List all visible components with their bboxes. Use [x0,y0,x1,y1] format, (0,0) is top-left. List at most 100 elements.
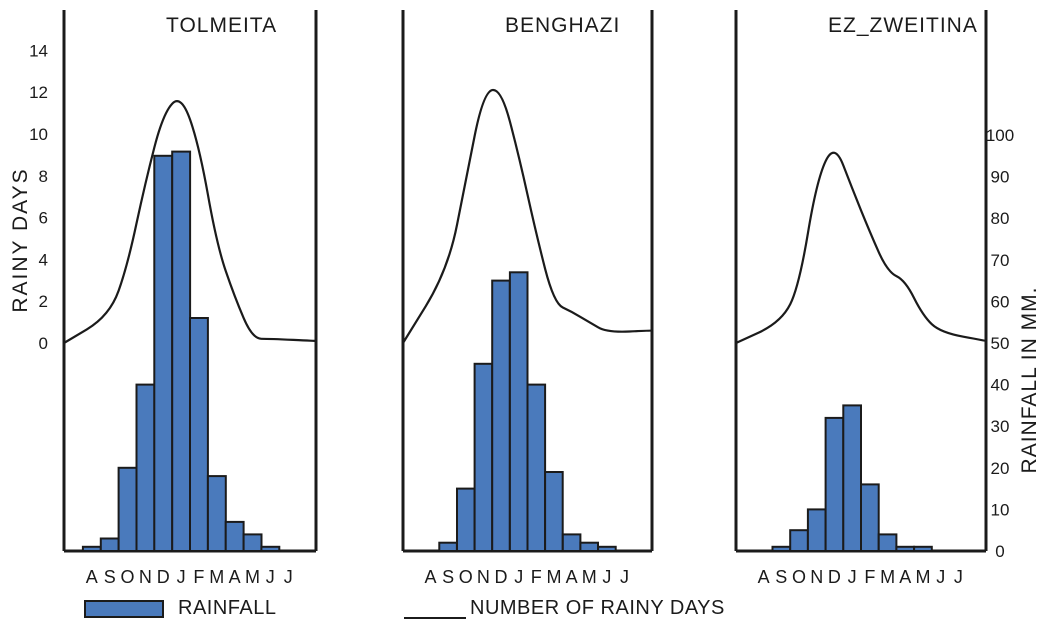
rainfall-bar [526,383,547,552]
month-label: M [547,567,562,587]
rainfall-bar [224,520,245,553]
month-label: A [86,567,98,587]
left-tick-label: 14 [29,41,48,60]
rainfall-bar [438,541,458,553]
right-tick-label: 20 [991,459,1010,478]
month-label: J [284,567,293,587]
right-tick-label: 90 [991,168,1010,187]
month-label: J [266,567,275,587]
right-tick-label: 100 [986,126,1014,145]
left-tick-label: 6 [39,209,48,228]
rainfall-bar [260,545,281,552]
rainfall-bar [491,279,511,552]
month-label: O [459,567,473,587]
rainfall-bar [806,508,827,552]
left-axis-label: RAINY DAYS [9,167,32,312]
rainfall-bar [135,383,156,552]
rainfall-bars [81,150,933,553]
rainfall-bar [597,545,617,552]
rainfall-bar [895,545,916,552]
right-tick-label: 50 [991,334,1010,353]
month-label: F [531,567,542,587]
right-tick-label: 70 [991,251,1010,270]
left-tick-label: 10 [29,125,48,144]
month-label: M [245,567,260,587]
rainfall-bar [824,416,845,552]
month-label: D [495,567,508,587]
month-label: O [120,567,134,587]
month-label: A [899,567,911,587]
month-label: S [775,567,787,587]
right-tick-label: 40 [991,376,1010,395]
month-label: J [602,567,611,587]
right-tick-label: 80 [991,209,1010,228]
left-tick-label: 12 [29,83,48,102]
month-label: N [477,567,490,587]
month-label: D [828,567,841,587]
left-tick-label: 0 [39,334,48,353]
left-tick-label: 4 [39,250,48,269]
month-label: F [864,567,875,587]
rainfall-bar [242,533,263,553]
month-label: A [424,567,436,587]
rainfall-bar [771,545,792,552]
legend-rainy-days-line [404,617,466,619]
rainfall-bar [860,483,880,552]
month-label: M [880,567,895,587]
month-label: J [936,567,945,587]
month-label: J [177,567,186,587]
legend-rainfall-swatch [84,600,164,618]
rainfall-bar [877,533,898,553]
rainfall-bar [561,533,582,553]
right-tick-label: 0 [995,542,1004,561]
rainfall-bar [171,150,192,552]
rainfall-bar [153,154,174,553]
left-tick-label: 8 [39,167,48,186]
rainfall-bar [789,529,809,553]
month-label: A [566,567,578,587]
month-label: N [139,567,152,587]
month-label: J [514,567,523,587]
month-label: J [954,567,963,587]
rainfall-bar [913,545,933,552]
month-label: O [792,567,806,587]
rainfall-bar [842,404,862,552]
legend-rainy-days-label: NUMBER OF RAINY DAYS [470,597,725,619]
rainy-day-lines [63,88,987,345]
month-label: J [620,567,629,587]
left-tick-label: 2 [39,292,48,311]
rainfall-bar [206,475,227,553]
month-label: M [209,567,224,587]
rainy-days-line-1 [63,100,318,344]
month-label: A [758,567,770,587]
rainy-days-line-3 [735,151,987,345]
rainfall-bar [508,271,529,552]
legend-rainfall-label: RAINFALL [178,597,277,619]
month-label: S [442,567,454,587]
right-axis-label: RAINFALL IN MM. [1018,287,1041,474]
rainfall-bar [99,537,120,552]
axis-ticks: 0 2 4 6 8 10 12 14 0 10 20 30 40 50 60 70 80 90 100 [29,41,1014,561]
month-label: N [810,567,823,587]
panel-1-title: TOLMEITA [166,14,277,37]
month-label: A [229,567,241,587]
month-label: J [848,567,857,587]
rainfall-bar [81,545,102,552]
panel-3-title: EZ_ZWEITINA [828,14,978,37]
rainy-days-line-2 [402,88,654,344]
rainfall-bar [579,541,600,553]
rainfall-bar [189,317,209,552]
rainfall-bar [456,487,476,553]
right-tick-label: 30 [991,417,1010,436]
panel-2-title: BENGHAZI [505,14,620,37]
rainfall-bar [117,466,138,552]
month-label: D [157,567,170,587]
right-tick-label: 60 [991,292,1010,311]
month-label: F [193,567,204,587]
month-label: M [916,567,931,587]
month-label: S [104,567,116,587]
rainfall-bar [544,471,564,552]
right-tick-label: 10 [991,500,1010,519]
